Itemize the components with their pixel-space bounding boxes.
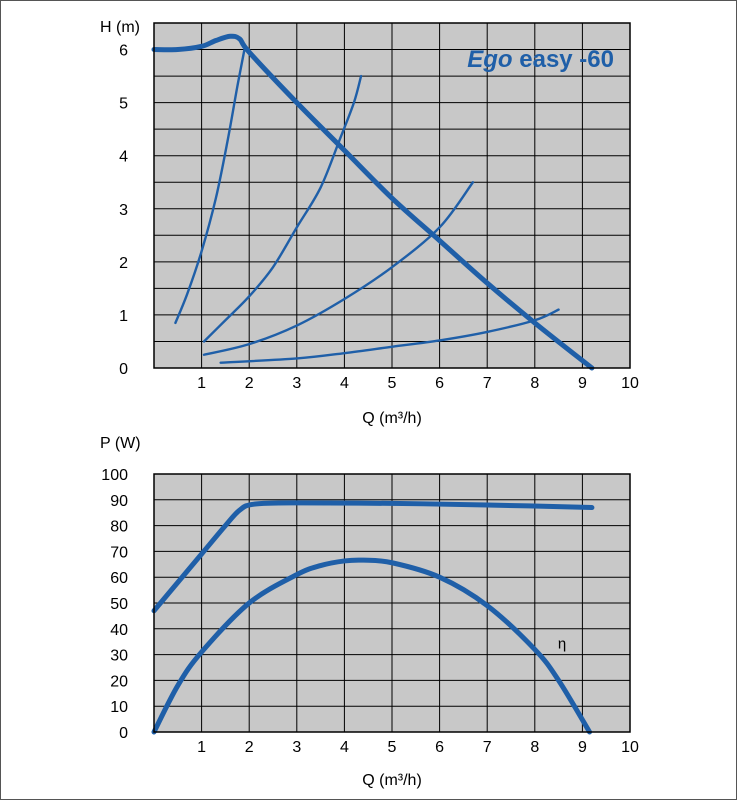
y-tick-label: 2 [119,255,128,272]
y-tick-label: 60 [110,570,128,587]
x-tick-label: 6 [435,375,444,392]
x-tick-label: 2 [245,739,254,756]
pump-curve-line [151,33,595,371]
system-curve-line [202,74,363,343]
y-tick-label: 1 [119,308,128,325]
head-tick-labels: 1 2 3 4 5 6 7 8 9 10 0 1 2 3 4 5 6 [119,43,639,392]
system-curve-line [202,181,475,356]
x-tick-label: 1 [197,375,206,392]
x-tick-label: 7 [483,375,492,392]
y-tick-label: 20 [110,673,128,690]
efficiency-line [151,557,593,735]
y-tick-label: 70 [110,544,128,561]
head-y-axis-label: H (m) [100,19,140,36]
power-y-axis-label: P (W) [100,435,141,452]
head-curves [151,33,595,371]
x-tick-label: 3 [292,739,301,756]
y-tick-label: 4 [119,149,128,166]
power-gridlines [154,474,630,732]
y-tick-label: 80 [110,519,128,536]
x-tick-label: 9 [578,739,587,756]
head-x-axis-label: Q (m³/h) [362,410,422,427]
x-tick-label: 10 [621,739,639,756]
x-tick-label: 5 [388,375,397,392]
power-plot-border [153,473,631,733]
x-tick-label: 2 [245,375,254,392]
y-tick-label: 6 [119,43,128,60]
y-tick-label: 40 [110,622,128,639]
y-tick-label: 50 [110,596,128,613]
y-tick-label: 0 [119,361,128,378]
power-x-axis-label: Q (m³/h) [362,772,422,789]
x-tick-label: 3 [292,375,301,392]
x-tick-label: 4 [340,375,349,392]
title-italic-part: Ego [467,46,512,73]
y-tick-label: 90 [110,493,128,510]
head-gridlines [154,23,630,368]
x-tick-label: 8 [530,375,539,392]
x-tick-label: 5 [388,739,397,756]
system-curve-line [174,48,246,325]
y-tick-label: 0 [119,725,128,742]
y-tick-label: 100 [101,467,128,484]
y-tick-label: 5 [119,96,128,113]
y-tick-label: 30 [110,648,128,665]
system-curve-line [219,308,560,364]
x-tick-label: 6 [435,739,444,756]
chart-title: Ego easy -60 [467,46,614,73]
x-tick-label: 8 [530,739,539,756]
head-plot-border [153,22,631,369]
power-curves [151,500,595,735]
efficiency-label: η [558,635,566,652]
x-tick-label: 7 [483,739,492,756]
y-tick-label: 10 [110,699,128,716]
y-tick-label: 3 [119,202,128,219]
power-line [151,500,595,614]
x-tick-label: 1 [197,739,206,756]
head-chart: 1 2 3 4 5 6 7 8 9 10 0 1 2 3 4 5 6 H (m) Q (m³/h) Ego ea… [100,19,639,427]
title-rest: easy -60 [513,46,614,73]
x-tick-label: 9 [578,375,587,392]
x-tick-label: 4 [340,739,349,756]
x-tick-label: 10 [621,375,639,392]
